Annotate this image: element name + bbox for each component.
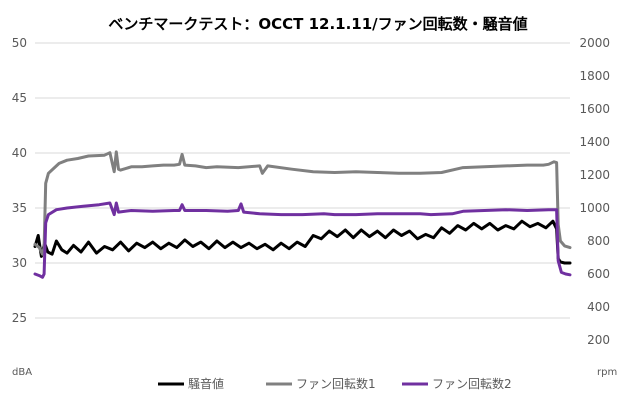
right-tick-label: 400	[587, 300, 610, 314]
right-tick-label: 600	[587, 267, 610, 281]
series-lines	[33, 150, 572, 279]
left-tick-label: 40	[12, 146, 27, 160]
right-tick-label: 1800	[579, 69, 610, 83]
series-line-3	[33, 201, 572, 279]
series-line-2	[33, 150, 572, 256]
gridlines	[35, 42, 570, 319]
left-axis-unit: dBA	[12, 367, 32, 378]
right-tick-label: 2000	[579, 36, 610, 50]
right-axis-unit: rpm	[597, 367, 617, 378]
right-tick-label: 1400	[579, 135, 610, 149]
series-line-1	[33, 219, 572, 265]
right-axis-ticks: 200 400 600 800 1000 1200 1400 1600 1800 2000	[579, 36, 610, 347]
right-tick-label: 1600	[579, 102, 610, 116]
legend: 騒音値 ファン回転数1 ファン回転数2	[158, 376, 512, 391]
left-axis-ticks: 25 30 35 40 45 50	[12, 36, 27, 325]
chart-title: ベンチマークテスト：OCCT 12.1.11/ファン回転数・騒音値	[108, 15, 527, 33]
left-tick-label: 45	[12, 91, 27, 105]
right-tick-label: 200	[587, 333, 610, 347]
left-tick-label: 30	[12, 256, 27, 270]
legend-label-2: ファン回転数1	[296, 376, 376, 391]
left-tick-label: 35	[12, 201, 27, 215]
legend-label-3: ファン回転数2	[432, 376, 512, 391]
right-tick-label: 1200	[579, 168, 610, 182]
legend-label-1: 騒音値	[188, 376, 224, 391]
left-tick-label: 50	[12, 36, 27, 50]
right-tick-label: 800	[587, 234, 610, 248]
left-tick-label: 25	[12, 311, 27, 325]
right-tick-label: 1000	[579, 201, 610, 215]
